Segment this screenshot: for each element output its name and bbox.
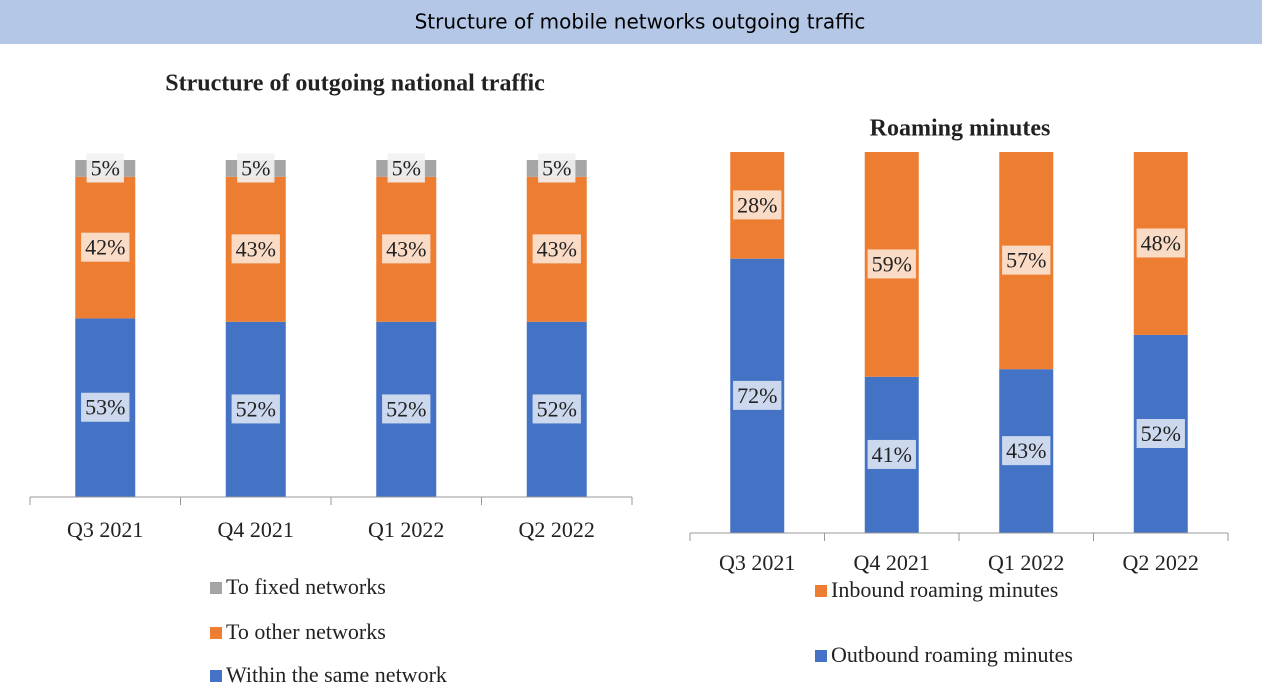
legend-swatch xyxy=(210,670,222,682)
data-label-box xyxy=(733,380,782,410)
data-label-box xyxy=(81,232,130,262)
x-tick-label: Q3 2021 xyxy=(719,550,795,575)
data-label: 43% xyxy=(537,236,577,261)
data-label: 43% xyxy=(236,236,276,261)
data-label-box xyxy=(387,153,425,183)
data-label: 43% xyxy=(1006,438,1046,463)
data-label-box xyxy=(382,234,431,264)
data-label-box xyxy=(532,394,581,424)
legend-label: To fixed networks xyxy=(226,574,386,599)
x-tick-label: Q2 2022 xyxy=(519,517,595,542)
header-band xyxy=(0,0,1262,44)
x-tick-label: Q4 2021 xyxy=(218,517,294,542)
x-tick-label: Q2 2022 xyxy=(1123,550,1199,575)
data-label-box xyxy=(867,249,916,279)
legend-label: Inbound roaming minutes xyxy=(831,577,1058,602)
data-label: 52% xyxy=(236,396,276,421)
data-label-box xyxy=(1002,436,1051,466)
legend-swatch xyxy=(210,627,222,639)
data-label: 72% xyxy=(737,383,777,408)
data-label: 52% xyxy=(537,396,577,421)
data-label: 43% xyxy=(386,236,426,261)
data-label-box xyxy=(1002,245,1051,275)
data-label-box xyxy=(81,392,130,422)
data-label: 52% xyxy=(1141,421,1181,446)
chart-title: Structure of outgoing national traffic xyxy=(165,71,545,97)
data-label-box xyxy=(532,234,581,264)
data-label-box xyxy=(1136,228,1185,258)
x-tick-label: Q1 2022 xyxy=(368,517,444,542)
data-label: 52% xyxy=(386,396,426,421)
data-label: 5% xyxy=(392,155,421,180)
data-label-box xyxy=(1136,418,1185,448)
data-label: 5% xyxy=(542,155,571,180)
data-label: 5% xyxy=(91,155,120,180)
legend-label: To other networks xyxy=(226,619,386,644)
legend-swatch xyxy=(815,650,827,662)
data-label: 48% xyxy=(1141,230,1181,255)
data-label-box xyxy=(86,153,124,183)
x-tick-label: Q3 2021 xyxy=(67,517,143,542)
data-label-box xyxy=(733,190,782,220)
legend-swatch xyxy=(815,585,827,597)
data-label: 28% xyxy=(737,192,777,217)
data-label-box xyxy=(538,153,576,183)
x-tick-label: Q1 2022 xyxy=(988,550,1064,575)
header-title: Structure of mobile networks outgoing tr… xyxy=(415,10,866,34)
data-label-box xyxy=(231,394,280,424)
legend-swatch xyxy=(210,582,222,594)
data-label: 53% xyxy=(85,395,125,420)
data-label-box xyxy=(237,153,275,183)
legend-label: Within the same network xyxy=(226,662,447,687)
data-label: 57% xyxy=(1006,248,1046,273)
legend-label: Outbound roaming minutes xyxy=(831,642,1073,667)
data-label-box xyxy=(231,234,280,264)
data-label: 42% xyxy=(85,235,125,260)
data-label: 41% xyxy=(872,442,912,467)
chart-title: Roaming minutes xyxy=(870,116,1051,142)
x-tick-label: Q4 2021 xyxy=(854,550,930,575)
data-label: 5% xyxy=(241,155,270,180)
data-label: 59% xyxy=(872,251,912,276)
data-label-box xyxy=(382,394,431,424)
data-label-box xyxy=(867,439,916,469)
